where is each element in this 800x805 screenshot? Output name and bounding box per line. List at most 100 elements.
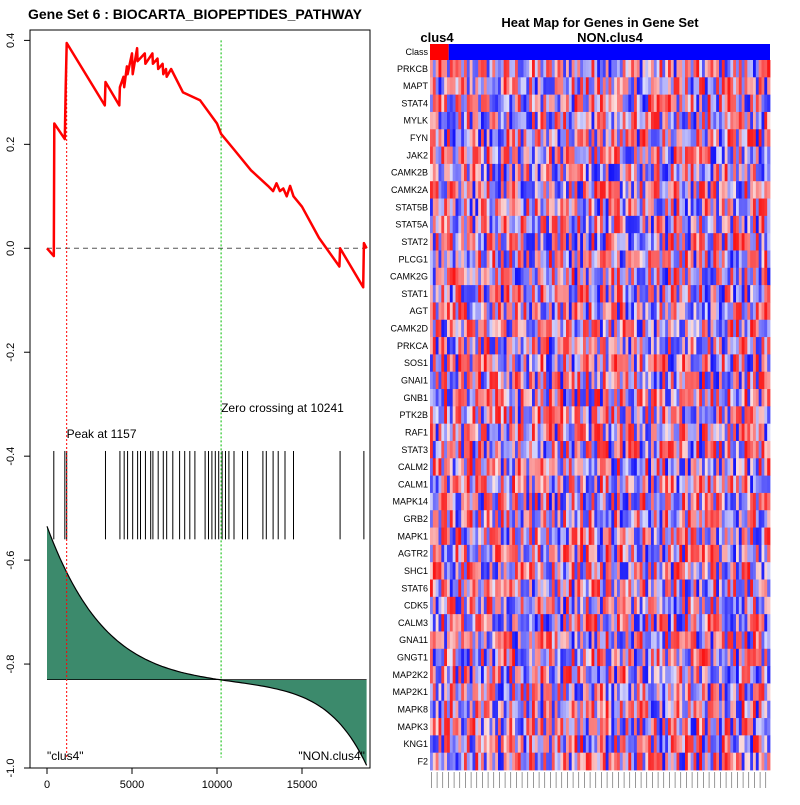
heatmap-cell <box>521 718 524 736</box>
heatmap-cell <box>512 250 515 268</box>
heatmap-cell <box>529 337 532 355</box>
heatmap-cell <box>747 580 750 598</box>
heatmap-cell <box>606 493 609 511</box>
heatmap-cell <box>552 233 555 251</box>
heatmap-cell <box>736 424 739 442</box>
heatmap-cell <box>759 337 762 355</box>
heatmap-cell <box>725 112 728 130</box>
heatmap-cell <box>441 112 444 130</box>
heatmap-cell <box>716 181 719 199</box>
heatmap-cell <box>767 406 770 424</box>
heatmap-cell <box>518 631 521 649</box>
heatmap-cell <box>447 493 450 511</box>
heatmap-cell <box>623 354 626 372</box>
heatmap-cell <box>535 683 538 701</box>
heatmap-cell <box>651 181 654 199</box>
heatmap-cell <box>702 493 705 511</box>
heatmap-cell <box>660 389 663 407</box>
heatmap-cell <box>470 354 473 372</box>
heatmap-cell <box>487 129 490 147</box>
heatmap-cell <box>691 528 694 546</box>
heatmap-cell <box>558 372 561 390</box>
heatmap-cell <box>600 199 603 217</box>
heatmap-cell <box>682 233 685 251</box>
heatmap-cell <box>767 701 770 719</box>
heatmap-cell <box>478 476 481 494</box>
heatmap-cell <box>543 666 546 684</box>
heatmap-cell <box>603 320 606 338</box>
heatmap-cell <box>552 199 555 217</box>
heatmap-cell <box>682 562 685 580</box>
heatmap-cell <box>560 753 563 771</box>
heatmap-cell <box>617 112 620 130</box>
heatmap-cell <box>490 233 493 251</box>
heatmap-cell <box>643 285 646 303</box>
heatmap-cell <box>623 147 626 165</box>
heatmap-cell <box>597 562 600 580</box>
heatmap-cell <box>498 666 501 684</box>
heatmap-cell <box>640 268 643 286</box>
heatmap-cell <box>756 458 759 476</box>
heatmap-cell <box>708 683 711 701</box>
heatmap-cell <box>504 60 507 78</box>
heatmap-cell <box>461 476 464 494</box>
heatmap-cell <box>597 476 600 494</box>
heatmap-cell <box>719 181 722 199</box>
heatmap-cell <box>563 181 566 199</box>
heatmap-cell <box>671 233 674 251</box>
heatmap-cell <box>498 545 501 563</box>
heatmap-cell <box>518 216 521 234</box>
heatmap-cell <box>719 233 722 251</box>
heatmap-cell <box>747 250 750 268</box>
heatmap-cell <box>478 735 481 753</box>
heatmap-cell <box>592 718 595 736</box>
heatmap-cell <box>733 683 736 701</box>
heatmap-cell <box>764 510 767 528</box>
x-tick-label: 15000 <box>287 779 318 791</box>
heatmap-cell <box>535 354 538 372</box>
heatmap-cell <box>651 60 654 78</box>
heatmap-cell <box>555 268 558 286</box>
heatmap-cell <box>433 458 436 476</box>
heatmap-cell <box>609 528 612 546</box>
heatmap-cell <box>515 580 518 598</box>
heatmap-cell <box>521 735 524 753</box>
heatmap-cell <box>708 476 711 494</box>
heatmap-cell <box>535 129 538 147</box>
heatmap-cell <box>603 389 606 407</box>
heatmap-cell <box>461 562 464 580</box>
heatmap-cell <box>495 285 498 303</box>
heatmap-cell <box>433 389 436 407</box>
heatmap-cell <box>674 354 677 372</box>
heatmap-cell <box>461 753 464 771</box>
heatmap-cell <box>580 112 583 130</box>
heatmap-cell <box>592 562 595 580</box>
heatmap-cell <box>555 580 558 598</box>
heatmap-cell <box>739 199 742 217</box>
heatmap-cell <box>679 95 682 113</box>
heatmap-cell <box>507 372 510 390</box>
heatmap-cell <box>609 250 612 268</box>
heatmap-cell <box>473 285 476 303</box>
heatmap-cell <box>623 718 626 736</box>
heatmap-cell <box>439 337 442 355</box>
heatmap-cell <box>566 354 569 372</box>
heatmap-cell <box>543 753 546 771</box>
heatmap-cell <box>586 302 589 320</box>
heatmap-cell <box>688 562 691 580</box>
heatmap-cell <box>529 735 532 753</box>
heatmap-cell <box>674 77 677 95</box>
heatmap-cell <box>739 493 742 511</box>
heatmap-cell <box>512 181 515 199</box>
heatmap-cell <box>509 77 512 95</box>
heatmap-cell <box>583 181 586 199</box>
heatmap-cell <box>637 614 640 632</box>
heatmap-cell <box>461 510 464 528</box>
heatmap-cell <box>699 753 702 771</box>
heatmap-cell <box>532 493 535 511</box>
heatmap-cell <box>694 510 697 528</box>
heatmap-cell <box>484 354 487 372</box>
heatmap-cell <box>433 701 436 719</box>
heatmap-cell <box>447 268 450 286</box>
heatmap-cell <box>660 510 663 528</box>
